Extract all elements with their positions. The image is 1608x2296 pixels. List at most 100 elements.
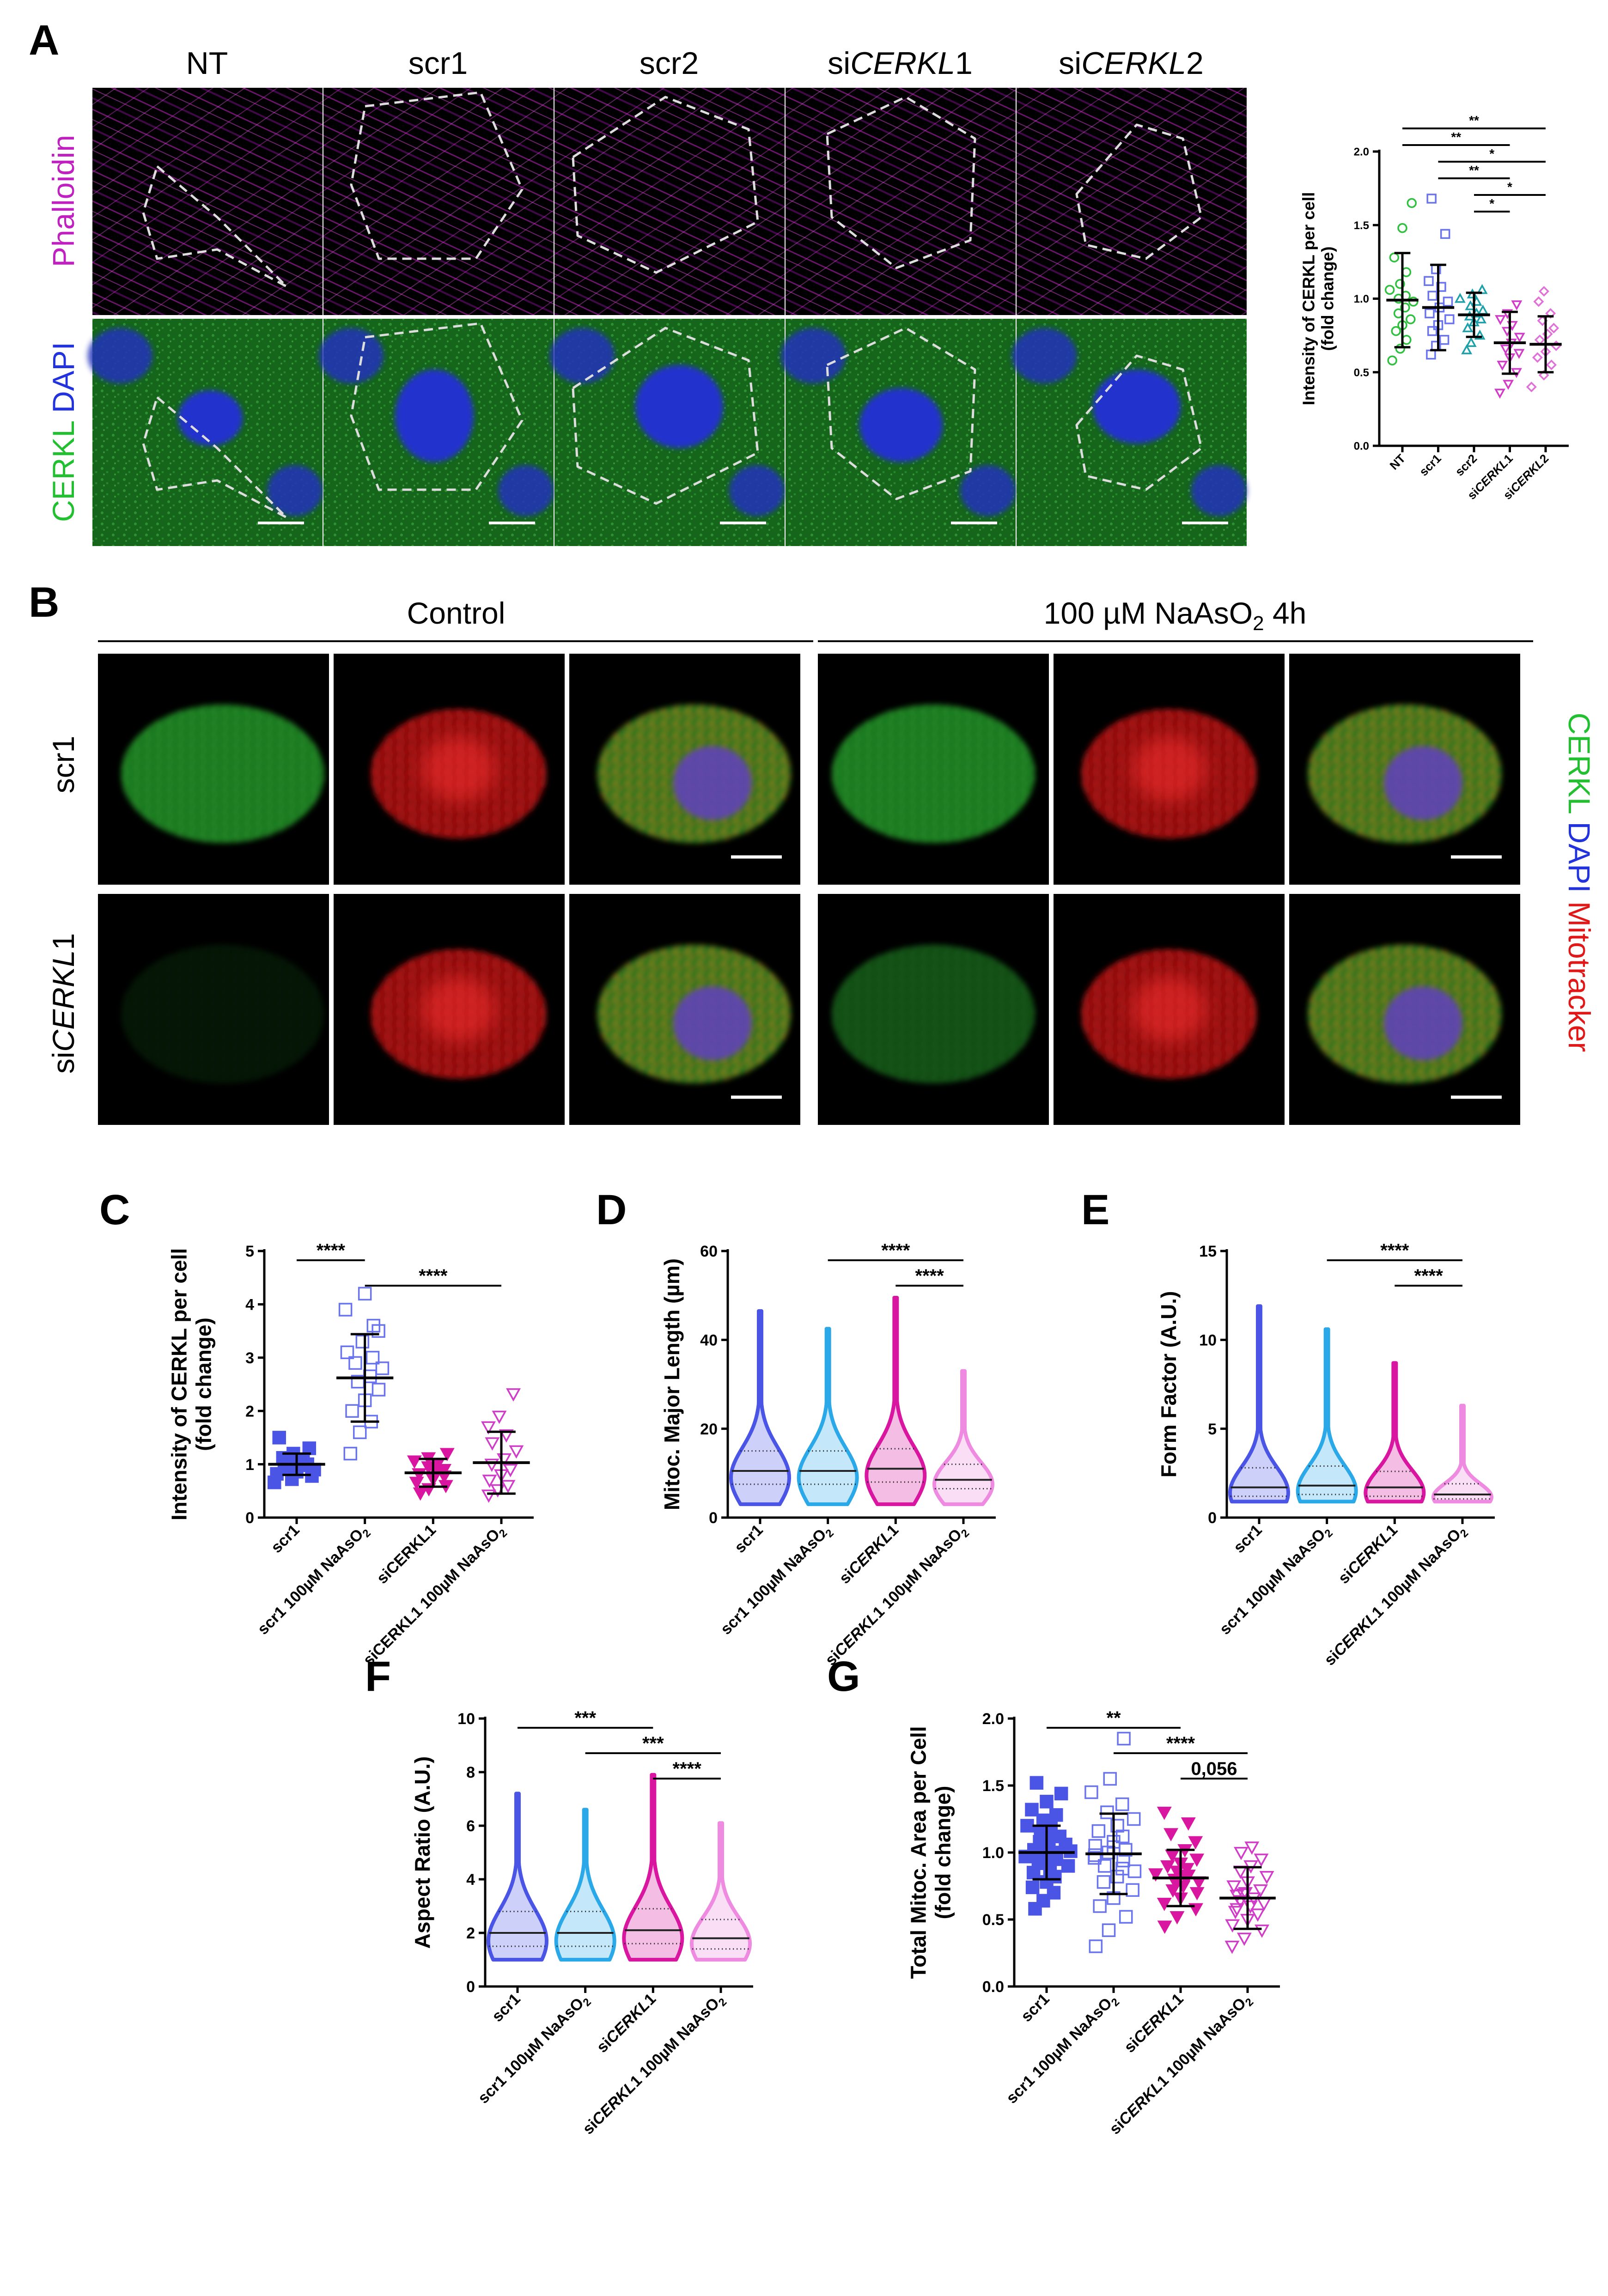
y-tick-label: 1.0 xyxy=(1354,293,1369,305)
y-axis-label: Intensity of CERKL per cell xyxy=(167,1248,191,1521)
data-point xyxy=(338,1303,353,1317)
data-point xyxy=(375,1361,390,1375)
actin-texture-2 xyxy=(786,88,1016,315)
nucleus xyxy=(178,390,243,446)
data-point xyxy=(1179,1863,1194,1877)
cell-outline xyxy=(826,327,976,500)
data-point xyxy=(1462,322,1474,333)
nucleus xyxy=(395,370,474,462)
chart-a: 0.0 0.5 1.0 1.5 2.0 Intensity of CERKL per ce… xyxy=(1299,113,1569,502)
significance-label: ** xyxy=(1106,1708,1121,1728)
y-tick-label: 10 xyxy=(1199,1332,1217,1349)
significance-label: **** xyxy=(1166,1733,1195,1754)
data-point xyxy=(1025,1803,1039,1816)
data-point xyxy=(1444,314,1455,324)
data-point xyxy=(1475,313,1487,324)
violin xyxy=(1228,1304,1291,1504)
panel-a-micrographs xyxy=(88,88,1247,546)
data-point xyxy=(353,1425,367,1440)
y-tick-label: 0.0 xyxy=(982,1978,1004,1996)
significance-label: *** xyxy=(574,1708,596,1728)
mitotracker-core xyxy=(1132,737,1206,802)
significance-label: 0,056 xyxy=(1191,1759,1237,1779)
data-point xyxy=(439,1448,455,1462)
data-point xyxy=(1115,1862,1129,1876)
row-label-b-sicerkl1: siCERKL1 xyxy=(46,933,80,1074)
nucleus xyxy=(319,328,384,383)
data-point xyxy=(355,1335,370,1348)
data-point xyxy=(1254,1853,1269,1867)
data-point xyxy=(1117,1731,1131,1746)
data-point xyxy=(1160,1860,1175,1874)
data-point xyxy=(1031,1855,1046,1869)
data-point xyxy=(500,1480,516,1494)
actin-texture-2 xyxy=(554,88,785,315)
y-tick-label: 5 xyxy=(1208,1421,1217,1438)
data-point xyxy=(1157,1920,1172,1934)
violin xyxy=(932,1369,995,1506)
significance-label: * xyxy=(1507,180,1512,194)
data-point xyxy=(1100,1805,1114,1819)
data-point xyxy=(1181,1817,1196,1831)
data-point xyxy=(1424,276,1434,286)
data-point xyxy=(1443,297,1453,307)
y-tick-label: 1.5 xyxy=(982,1777,1004,1795)
y-tick-label: 2.0 xyxy=(1354,146,1369,158)
data-point xyxy=(1126,1883,1139,1897)
actin-texture-2 xyxy=(1017,88,1247,315)
data-point xyxy=(1163,1828,1179,1842)
significance-label: **** xyxy=(673,1759,702,1779)
data-point xyxy=(499,1429,514,1443)
data-point xyxy=(1494,389,1505,399)
x-tick-label: siCERKL1 xyxy=(1121,1990,1187,2056)
data-point xyxy=(1476,284,1488,294)
data-point xyxy=(1407,198,1417,208)
y-axis-label: (fold change) xyxy=(931,1786,955,1919)
data-point xyxy=(1532,352,1543,363)
data-point xyxy=(1426,194,1437,204)
panel-letter-a: A xyxy=(29,17,59,64)
y-tick-label: 1.5 xyxy=(1354,219,1369,232)
y-tick-label: 0 xyxy=(245,1509,254,1527)
data-point xyxy=(1391,326,1401,336)
violin xyxy=(689,1821,752,1962)
row-label-cerkl-dapi: CERKL DAPI xyxy=(46,342,80,522)
data-point xyxy=(482,1475,497,1488)
x-tick-label: siCERKL1 xyxy=(593,1990,659,2056)
panel-letter-b: B xyxy=(29,579,59,626)
data-point xyxy=(481,1421,496,1435)
nucleus xyxy=(859,388,943,462)
data-point xyxy=(1551,340,1562,351)
data-point xyxy=(437,1464,451,1477)
x-tick-label: scr1 xyxy=(1417,451,1444,479)
y-axis-label: (fold change) xyxy=(1318,247,1337,351)
data-point xyxy=(1387,355,1397,366)
data-point xyxy=(1061,1859,1075,1873)
y-tick-label: 2.0 xyxy=(982,1710,1004,1728)
data-point xyxy=(1397,223,1407,233)
chart-c: C 0 1 2 3 4 5 Intensity of CERKL per cell (fold … xyxy=(99,1186,534,1669)
y-tick-label: 8 xyxy=(466,1764,475,1781)
channel-legend-b: CERKL DAPI Mitotracker xyxy=(1562,713,1596,1052)
data-point xyxy=(1228,1906,1243,1919)
panel-a-column-headers: NT scr1 scr2 siCERKL1 siCERKL2 xyxy=(186,46,1204,81)
data-point xyxy=(1255,1925,1270,1938)
data-point xyxy=(1036,1813,1050,1828)
data-point xyxy=(1054,1786,1068,1801)
panel-letter: D xyxy=(596,1186,627,1233)
data-point xyxy=(340,1345,354,1360)
data-point xyxy=(1148,1868,1163,1882)
x-tick-label: siCERKL1 100µM NaAsO2 xyxy=(1321,1521,1471,1671)
nucleus xyxy=(1191,465,1247,516)
data-point xyxy=(1244,1841,1260,1855)
significance-label: **** xyxy=(419,1266,448,1286)
mitotracker-core xyxy=(421,977,495,1042)
cell-outline xyxy=(142,165,288,288)
x-tick-label: siCERKL1 100µM NaAsO2 xyxy=(579,1990,730,2140)
data-point xyxy=(1259,1871,1274,1884)
data-point xyxy=(1096,1875,1111,1889)
data-point xyxy=(1169,1911,1185,1925)
data-point xyxy=(365,1351,380,1365)
data-point xyxy=(1097,1859,1112,1873)
